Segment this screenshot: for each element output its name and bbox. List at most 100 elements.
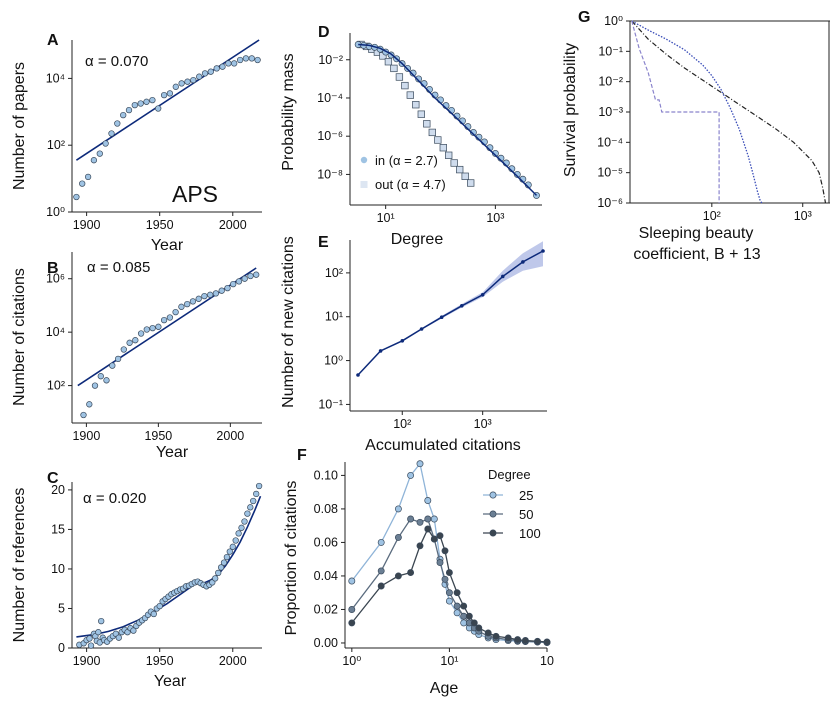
panel-g-series-dashed-purple xyxy=(631,20,720,203)
panel-e-x-tick-label: 10² xyxy=(393,417,411,431)
panel-b-point xyxy=(126,339,133,346)
panel-e-point xyxy=(501,274,505,279)
panel-a-point xyxy=(102,140,109,147)
panel-f-series-50-point xyxy=(394,533,402,541)
panel-f-series-100-point xyxy=(475,624,483,632)
panel-b-point xyxy=(132,337,139,344)
panel-b-point xyxy=(91,382,99,389)
panel-f-series-25-point xyxy=(394,505,402,513)
panel-c-point xyxy=(130,627,137,634)
panel-f-y-axis-label: Proportion of citations xyxy=(283,481,300,636)
panel-b-x-tick-label: 2000 xyxy=(216,429,244,443)
panel-d-fit-line xyxy=(358,43,538,196)
panel-e-y-tick-label: 10² xyxy=(325,266,343,280)
panel-f-series-100-point xyxy=(407,569,415,577)
panel-a-point xyxy=(184,78,191,85)
panel-b-x-tick-label: 1950 xyxy=(144,429,172,443)
panel-a-point xyxy=(213,65,220,72)
panel-d-out-point xyxy=(406,91,414,99)
panel-a-point xyxy=(96,150,103,157)
panel-a-point xyxy=(207,68,214,75)
panel-a-y-tick-label: 10⁴ xyxy=(46,71,65,85)
panel-b-point xyxy=(120,346,127,353)
panel-d-y-tick-label: 10⁻² xyxy=(318,53,343,67)
panel-b-point xyxy=(247,272,254,280)
panel-f-series-100-point xyxy=(492,632,500,640)
panel-a-point xyxy=(242,55,250,62)
panel-b-point xyxy=(235,278,243,285)
panel-a-y-tick-label: 10⁰ xyxy=(46,205,65,219)
panel-f-series-25-point xyxy=(445,597,453,605)
panel-g-y-tick-label: 10⁻⁴ xyxy=(597,135,623,149)
panel-f: 10⁰ 10¹ 10 0.00 0.02 0.04 0.06 0.08 0.10 Proporti… xyxy=(283,447,554,697)
panel-b-point xyxy=(230,280,237,288)
panel-f-series-50-point xyxy=(441,575,449,583)
panel-d-out-point xyxy=(384,58,393,66)
panel-a-point xyxy=(79,180,86,187)
panel-f-series-50-line xyxy=(351,518,548,643)
panel-d-legend-label-in: in (α = 2.7) xyxy=(375,153,438,168)
panel-d-out-point xyxy=(412,101,420,109)
panel-f-y-tick-label: 0.04 xyxy=(314,569,338,583)
panel-f-series-100-point xyxy=(521,637,529,644)
panel-c-y-tick-label: 10 xyxy=(51,562,65,576)
panel-d-out-point xyxy=(417,110,425,118)
panel-a-x-tick-label: 2000 xyxy=(219,218,247,232)
panel-a-point xyxy=(190,76,197,84)
panel-b-point xyxy=(172,308,179,316)
panel-c-y-tick-label: 20 xyxy=(51,483,65,497)
panel-b-y-tick-label: 10⁶ xyxy=(46,272,65,286)
panel-a-point xyxy=(201,70,209,77)
panel-e-y-tick-label: 10¹ xyxy=(325,310,343,324)
panel-f-y-tick-label: 0.08 xyxy=(314,502,338,516)
panel-a-point xyxy=(155,105,162,112)
panel-f-legend-label-50: 50 xyxy=(519,507,533,522)
panel-f-y-tick-label: 0.10 xyxy=(314,468,338,482)
panel-e-line xyxy=(357,250,544,376)
panel-a-point xyxy=(137,100,144,107)
panel-b-alpha-annotation: α = 0.085 xyxy=(87,259,150,276)
panel-b-point xyxy=(86,401,93,408)
panel-d-in-point xyxy=(491,149,499,157)
panel-b-point xyxy=(207,291,214,298)
panel-d-out-point xyxy=(456,165,464,174)
panel-f-x-tick-label: 10¹ xyxy=(440,654,458,668)
panel-d: 10¹ 10³ 10⁻² 10⁻⁴ 10⁻⁶ 10⁻⁸ Probability mass De… xyxy=(280,24,542,248)
panel-c-y-tick-label: 0 xyxy=(58,641,65,655)
panel-f-series-50-point xyxy=(424,515,432,523)
panel-b-point xyxy=(80,411,87,419)
panel-f-series-25-point xyxy=(430,515,438,523)
panel-d-out-point xyxy=(428,128,436,137)
panel-c-point xyxy=(87,642,95,649)
panel-f-legend-marker xyxy=(489,529,497,537)
panel-d-y-axis-label: Probability mass xyxy=(280,53,297,170)
panel-e-point xyxy=(356,373,360,377)
panel-f-series-50-point xyxy=(416,518,424,526)
panel-b-y-tick-label: 10⁴ xyxy=(46,325,65,339)
panel-c-point xyxy=(226,548,233,555)
panel-f-series-25-point xyxy=(407,471,415,479)
panel-a-point xyxy=(178,80,185,87)
panel-g-panel-label: G xyxy=(578,9,590,26)
panel-e-point xyxy=(541,249,545,253)
panel-b-point xyxy=(155,323,162,330)
panel-b-x-axis-label: Year xyxy=(156,444,189,461)
panel-c-y-tick-label: 5 xyxy=(58,601,65,615)
panel-g-y-tick-label: 10⁻¹ xyxy=(598,44,623,58)
panel-c-point xyxy=(212,575,219,582)
panel-c-point xyxy=(115,634,122,641)
panel-b-point xyxy=(195,295,202,302)
panel-a-x-axis-label: Year xyxy=(151,237,184,254)
panel-c-point xyxy=(98,617,105,625)
panel-b-point xyxy=(224,284,231,292)
panel-f-y-tick-label: 0.02 xyxy=(314,602,338,616)
panel-e-x-tick-label: 10³ xyxy=(474,417,492,431)
panel-c-panel-label: C xyxy=(47,470,59,487)
panel-g-x-axis-label: Sleeping beauty xyxy=(639,225,754,242)
panel-b-point xyxy=(103,377,110,384)
panel-b-point xyxy=(114,355,122,363)
panel-f-series-100-point xyxy=(377,582,385,590)
panel-a-point xyxy=(120,111,127,119)
panel-d-out-point xyxy=(390,64,398,73)
